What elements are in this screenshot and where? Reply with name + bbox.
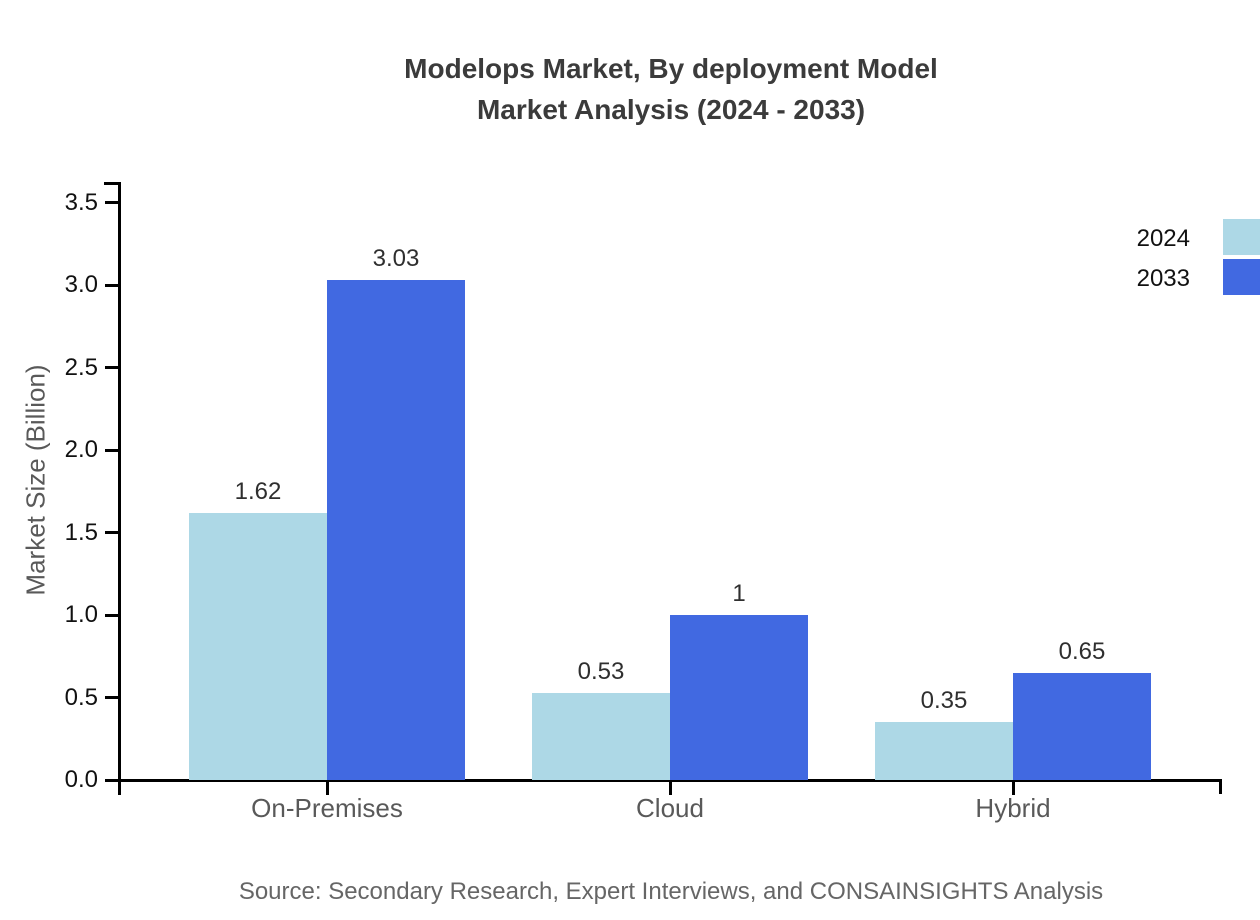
y-tick-label: 2.0: [64, 436, 98, 463]
bar-2024-Cloud: [532, 692, 670, 780]
y-tick: [105, 448, 120, 452]
x-axis-spine: [118, 779, 1222, 782]
bar-value-label: 0.65: [1058, 637, 1106, 665]
y-tick: [105, 531, 120, 534]
x-tick: [668, 781, 672, 795]
legend-swatch-2033: [1223, 259, 1260, 295]
legend-label-2024: 2024: [1136, 225, 1190, 252]
bar-2033-Cloud: [670, 615, 808, 780]
bar-2024-Hybrid: [875, 722, 1013, 780]
chart-title-line2: Market Analysis (2024 - 2033): [476, 94, 866, 125]
y-tick: [105, 201, 120, 204]
bar-value-label: 3.03: [372, 245, 420, 273]
y-tick: [105, 613, 120, 617]
y-tick-label: 3.0: [64, 271, 98, 298]
y-tick-label: 1.0: [64, 601, 98, 628]
x-tick: [325, 781, 329, 795]
category-label: On-Premises: [251, 793, 403, 823]
legend-label-2033: 2033: [1136, 265, 1190, 292]
bar-value-label: 0.53: [577, 657, 625, 685]
y-tick-label: 0.0: [64, 766, 98, 793]
bar-value-label: 1: [732, 580, 746, 607]
chart-title: Modelops Market, By deployment Model Mar…: [120, 48, 1222, 130]
legend-swatch-2024: [1223, 219, 1260, 255]
bar-2033-Hybrid: [1013, 672, 1151, 780]
chart-title-line1: Modelops Market, By deployment Model: [404, 53, 938, 84]
category-label: Hybrid: [975, 793, 1051, 823]
y-tick-label: 2.5: [64, 353, 98, 381]
bar-value-label: 0.35: [920, 687, 968, 715]
y-tick-label: 0.5: [64, 683, 98, 711]
category-label: Cloud: [636, 793, 704, 823]
bar-2024-On-Premises: [189, 512, 327, 780]
y-tick: [105, 778, 120, 782]
x-axis-end-cap: [1219, 779, 1222, 794]
bar-value-label: 1.62: [234, 477, 282, 505]
y-tick: [105, 283, 120, 287]
y-tick: [105, 366, 120, 369]
x-tick: [1011, 781, 1015, 795]
y-axis-title: Market Size (Billion): [20, 364, 51, 596]
source-attribution: Source: Secondary Research, Expert Inter…: [238, 878, 1104, 905]
y-tick-label: 1.5: [64, 518, 98, 546]
y-axis-top-cap: [104, 182, 121, 185]
y-tick: [105, 696, 120, 699]
bar-2033-On-Premises: [327, 280, 465, 780]
y-axis-spine: [118, 182, 121, 795]
y-tick-label: 3.5: [64, 188, 98, 216]
